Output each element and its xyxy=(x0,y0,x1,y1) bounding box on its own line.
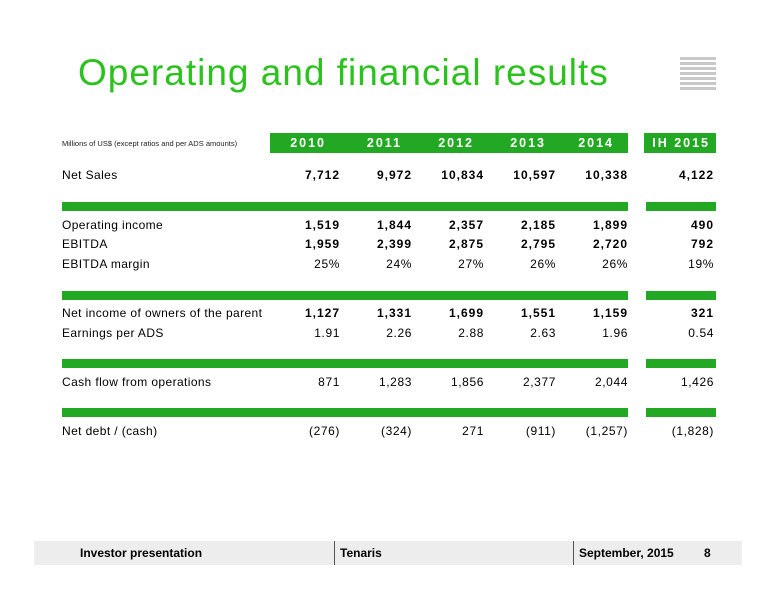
header-bar-years xyxy=(270,133,628,153)
page-title: Operating and financial results xyxy=(78,52,609,93)
column-header-2010: 2010 xyxy=(290,136,326,150)
table-row-ebitda-margin: EBITDA margin 25% 24% 27% 26% 26% 19% xyxy=(0,256,776,272)
cell-2014: 26% xyxy=(602,257,628,271)
cell-2014: 1.96 xyxy=(602,326,628,340)
cell-2013: 2.63 xyxy=(530,326,556,340)
column-header-2011: 2011 xyxy=(366,136,402,150)
table-row-ebitda: EBITDA 1,959 2,399 2,875 2,795 2,720 792 xyxy=(0,236,776,252)
cell-2011: (324) xyxy=(380,424,412,438)
row-label: EBITDA margin xyxy=(62,257,150,271)
cell-2010: 1,519 xyxy=(304,218,340,232)
cell-2010: 1,127 xyxy=(304,306,340,320)
separator-bar xyxy=(646,202,716,211)
cell-2010: (276) xyxy=(308,424,340,438)
units-note: Millions of US$ (except ratios and per A… xyxy=(62,139,238,148)
column-header-2013: 2013 xyxy=(510,136,546,150)
tenaris-logo-icon xyxy=(680,57,716,95)
separator-bar xyxy=(646,408,716,417)
table-row-net-income: Net income of owners of the parent 1,127… xyxy=(0,305,776,321)
row-label: Net income of owners of the parent xyxy=(62,306,263,320)
cell-2011: 24% xyxy=(386,257,412,271)
column-header-ih2015: IH 2015 xyxy=(652,136,710,150)
cell-ih2015: 0.54 xyxy=(688,326,714,340)
cell-ih2015: 490 xyxy=(690,218,714,232)
cell-2012: 2,357 xyxy=(448,218,484,232)
cell-2014: 2,044 xyxy=(594,375,628,389)
cell-ih2015: 792 xyxy=(690,237,714,251)
cell-2013: 2,377 xyxy=(522,375,556,389)
separator-bar xyxy=(62,291,628,300)
cell-2013: 1,551 xyxy=(520,306,556,320)
cell-ih2015: 19% xyxy=(688,257,714,271)
cell-2011: 1,331 xyxy=(376,306,412,320)
column-header-2012: 2012 xyxy=(438,136,474,150)
cell-ih2015: (1,828) xyxy=(671,424,714,438)
separator-bar xyxy=(646,291,716,300)
footer-presentation-label: Investor presentation xyxy=(80,546,203,560)
cell-ih2015: 321 xyxy=(690,306,714,320)
cell-2012: 10,834 xyxy=(441,168,484,182)
cell-2011: 1,844 xyxy=(376,218,412,232)
footer-divider xyxy=(334,541,335,565)
cell-2010: 7,712 xyxy=(304,168,340,182)
cell-2013: (911) xyxy=(525,424,556,438)
cell-2013: 10,597 xyxy=(513,168,556,182)
cell-2014: 10,338 xyxy=(585,168,628,182)
cell-ih2015: 4,122 xyxy=(678,168,714,182)
table-row-net-sales: Net Sales 7,712 9,972 10,834 10,597 10,3… xyxy=(0,167,776,183)
separator-bar xyxy=(62,202,628,211)
table-row-operating-income: Operating income 1,519 1,844 2,357 2,185… xyxy=(0,217,776,233)
separator-bar xyxy=(62,359,628,368)
cell-2013: 26% xyxy=(530,257,556,271)
separator-bar xyxy=(646,359,716,368)
row-label: Operating income xyxy=(62,218,164,232)
cell-2010: 1.91 xyxy=(314,326,340,340)
cell-2014: 2,720 xyxy=(592,237,628,251)
cell-2011: 1,283 xyxy=(378,375,412,389)
cell-2011: 2,399 xyxy=(376,237,412,251)
cell-2010: 871 xyxy=(318,375,340,389)
cell-2012: 2.88 xyxy=(458,326,484,340)
cell-2013: 2,795 xyxy=(520,237,556,251)
row-label: Earnings per ADS xyxy=(62,326,164,340)
table-row-net-debt: Net debt / (cash) (276) (324) 271 (911) … xyxy=(0,423,776,439)
footer-date: September, 2015 xyxy=(579,546,674,560)
cell-2014: 1,159 xyxy=(592,306,628,320)
cell-2011: 9,972 xyxy=(376,168,412,182)
row-label: EBITDA xyxy=(62,237,108,251)
footer-bar: Investor presentation Tenaris September,… xyxy=(34,541,742,565)
cell-2012: 1,699 xyxy=(448,306,484,320)
footer-divider xyxy=(573,541,574,565)
column-header-2014: 2014 xyxy=(578,136,614,150)
cell-2014: 1,899 xyxy=(592,218,628,232)
cell-2012: 27% xyxy=(458,257,484,271)
cell-2012: 271 xyxy=(462,424,484,438)
separator-bar xyxy=(62,408,628,417)
cell-2010: 1,959 xyxy=(304,237,340,251)
table-row-cash-flow: Cash flow from operations 871 1,283 1,85… xyxy=(0,374,776,390)
cell-2014: (1,257) xyxy=(585,424,628,438)
row-label: Cash flow from operations xyxy=(62,375,212,389)
row-label: Net Sales xyxy=(62,168,118,182)
table-row-earnings-per-ads: Earnings per ADS 1.91 2.26 2.88 2.63 1.9… xyxy=(0,325,776,341)
cell-2013: 2,185 xyxy=(520,218,556,232)
cell-2011: 2.26 xyxy=(386,326,412,340)
cell-ih2015: 1,426 xyxy=(680,375,714,389)
footer-company-name: Tenaris xyxy=(340,546,382,560)
cell-2012: 1,856 xyxy=(450,375,484,389)
cell-2012: 2,875 xyxy=(448,237,484,251)
footer-page-number: 8 xyxy=(704,546,711,560)
row-label: Net debt / (cash) xyxy=(62,424,158,438)
cell-2010: 25% xyxy=(314,257,340,271)
header-bar-ih2015 xyxy=(644,133,716,153)
